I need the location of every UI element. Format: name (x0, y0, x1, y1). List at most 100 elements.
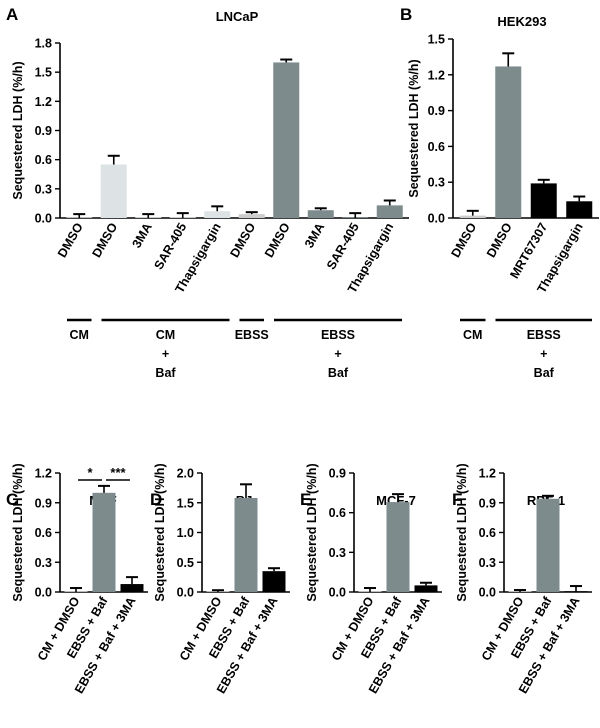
category-label-a-5: DMSO (227, 220, 258, 260)
group-label-a-3-1: + (334, 347, 341, 361)
error-bar-b-0 (466, 209, 479, 216)
error-bar-c-2 (126, 576, 138, 585)
error-bar-c-0 (70, 587, 82, 592)
y-tick-label-a-2: 0.6 (35, 153, 52, 167)
bar-b-3 (566, 201, 593, 218)
category-label-a-0: DMSO (55, 220, 86, 260)
error-bar-a-9 (383, 199, 396, 206)
panel-title-a: LNCaP (216, 9, 259, 24)
y-tick-label-c-3: 0.9 (35, 496, 52, 510)
bar-c-1 (92, 492, 116, 592)
y-tick-label-f-1: 0.3 (479, 556, 496, 570)
bar-f-1 (536, 498, 560, 592)
error-bar-c-1 (98, 484, 110, 493)
bar-a-4 (204, 211, 231, 218)
y-tick-label-a-0: 0.0 (35, 212, 52, 226)
category-label-a-2: 3MA (130, 221, 155, 251)
error-bar-a-1 (107, 154, 120, 165)
bar-b-0 (459, 215, 486, 218)
error-bar-a-6 (280, 58, 293, 63)
y-tick-label-b-4: 1.2 (428, 68, 445, 82)
group-label-a-1-0: CM (156, 328, 175, 342)
error-bar-a-8 (349, 212, 362, 218)
y-tick-label-d-4: 2.0 (177, 467, 194, 481)
error-bar-a-2 (142, 213, 155, 218)
bar-c-2 (120, 584, 144, 592)
bar-d-1 (234, 497, 258, 592)
panel-letter-d: D (150, 490, 162, 509)
y-tick-label-d-2: 1.0 (177, 526, 194, 540)
y-tick-label-a-6: 1.8 (35, 37, 52, 51)
panel-title-b: HEK293 (497, 14, 546, 29)
y-tick-label-f-2: 0.6 (479, 526, 496, 540)
group-label-a-3-2: Baf (328, 366, 349, 380)
y-axis-label-b: Sequestered LDH (%/h) (407, 59, 421, 197)
group-label-b-0-0: CM (463, 328, 482, 342)
group-label-b-1-0: EBSS (527, 328, 561, 342)
y-axis-label-f: Sequestered LDH (%/h) (455, 463, 469, 601)
y-tick-label-c-2: 0.6 (35, 526, 52, 540)
significance-label-c-0: * (87, 465, 93, 480)
y-tick-label-f-4: 1.2 (479, 467, 496, 481)
y-axis-label-d: Sequestered LDH (%/h) (153, 463, 167, 601)
group-label-b-1-1: + (540, 347, 547, 361)
y-tick-label-f-3: 0.9 (479, 496, 496, 510)
group-label-a-3-0: EBSS (321, 328, 355, 342)
significance-label-c-1: *** (110, 465, 126, 480)
y-axis-label-e: Sequestered LDH (%/h) (305, 463, 319, 601)
y-axis-label-a: Sequestered LDH (%/h) (11, 61, 25, 199)
error-bar-d-0 (212, 589, 224, 592)
y-tick-label-c-0: 0.0 (35, 586, 52, 600)
panel-letter-b: B (400, 5, 412, 24)
y-tick-label-c-1: 0.3 (35, 556, 52, 570)
error-bar-a-0 (73, 213, 86, 218)
bar-a-6 (273, 62, 300, 218)
y-tick-label-e-1: 0.3 (329, 546, 346, 560)
category-label-a-1: DMSO (89, 220, 120, 260)
panel-letter-e: E (300, 490, 311, 509)
panel-b: B HEK293 Sequestered LDH (%/h) 0.0 0.3 0.6 0.9… (400, 5, 599, 380)
y-tick-label-b-2: 0.6 (428, 140, 445, 154)
y-tick-label-a-5: 1.5 (35, 66, 52, 80)
panel-d: DBJSequestered LDH (%/h)0.00.51.01.52.0C… (150, 463, 290, 696)
y-tick-label-b-0: 0.0 (428, 212, 445, 226)
y-tick-label-b-5: 1.5 (428, 33, 445, 47)
panel-letter-c: C (6, 490, 18, 509)
category-label-a-8: SAR-405 (324, 220, 362, 272)
category-label-b-1: DMSO (484, 220, 515, 260)
bar-e-1 (386, 502, 410, 592)
y-tick-label-d-1: 0.5 (177, 556, 194, 570)
y-tick-label-e-3: 0.9 (329, 467, 346, 481)
error-bar-a-3 (176, 212, 189, 218)
panel-f: FRPE-1Sequestered LDH (%/h)0.00.30.60.91… (452, 463, 592, 696)
error-bar-f-1 (542, 494, 554, 499)
panel-a: A LNCaP Sequestered LDH (%/h) 0.0 0.3 0.6 0.9 1… (6, 5, 409, 380)
category-label-a-6: DMSO (262, 220, 293, 260)
bar-e-2 (414, 585, 438, 592)
y-tick-label-a-3: 0.9 (35, 124, 52, 138)
bar-d-2 (262, 571, 286, 592)
group-label-a-1-1: + (162, 347, 169, 361)
error-bar-b-3 (573, 195, 586, 202)
error-bar-e-2 (420, 581, 432, 586)
bar-b-1 (495, 66, 522, 219)
panel-letter-f: F (452, 490, 462, 509)
bar-a-1 (100, 164, 127, 218)
error-bar-e-1 (392, 493, 404, 503)
error-bar-b-2 (537, 178, 550, 184)
y-tick-label-c-4: 1.2 (35, 467, 52, 481)
y-tick-label-e-2: 0.6 (329, 506, 346, 520)
error-bar-e-0 (364, 587, 376, 592)
y-tick-label-b-3: 0.9 (428, 104, 445, 118)
category-label-a-7: 3MA (302, 221, 327, 251)
error-bar-a-4 (211, 205, 224, 212)
y-tick-label-d-0: 0.0 (177, 586, 194, 600)
group-label-a-1-2: Baf (155, 366, 176, 380)
panel-c: CMEFSequestered LDH (%/h)0.00.30.60.91.2… (6, 463, 148, 696)
bar-a-9 (376, 205, 403, 218)
y-tick-label-b-1: 0.3 (428, 176, 445, 190)
bar-a-5 (238, 214, 265, 218)
error-bar-f-2 (570, 585, 582, 592)
